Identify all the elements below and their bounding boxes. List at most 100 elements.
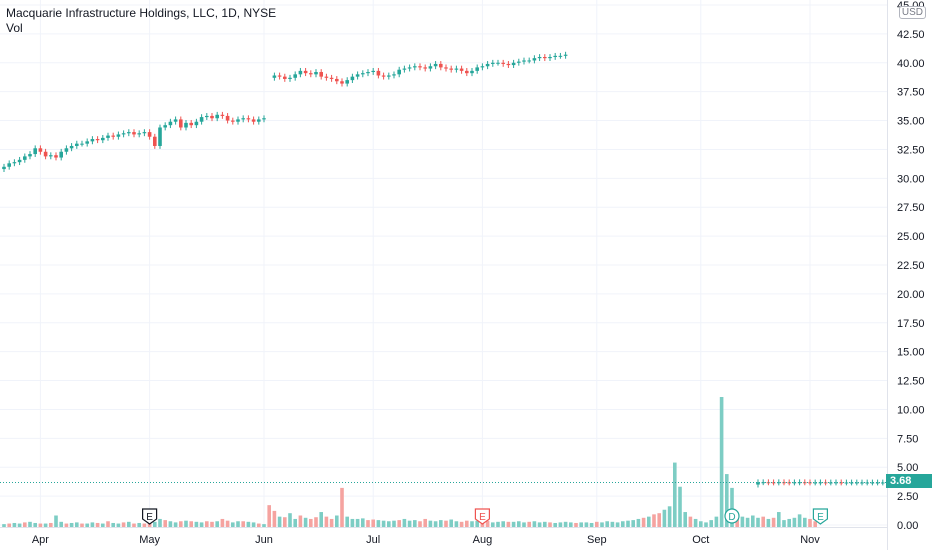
volume-bar: [397, 520, 401, 527]
candle-body: [439, 63, 443, 68]
candle-body: [168, 121, 173, 126]
candle-body: [64, 148, 69, 152]
volume-bar: [69, 522, 74, 527]
volume-bar: [137, 522, 141, 527]
volume-bar: [688, 516, 693, 527]
volume-bar: [189, 521, 193, 527]
candle-body: [381, 75, 386, 77]
earnings-marker: [812, 508, 828, 525]
event-marker-label: E: [146, 512, 153, 523]
volume-bar: [771, 517, 776, 527]
candle-body: [288, 77, 292, 79]
volume-bar: [163, 520, 167, 527]
x-tick-label: Apr: [32, 534, 49, 546]
candle-body: [54, 155, 58, 158]
candle-body: [870, 482, 875, 484]
y-tick-label: 2.50: [897, 491, 918, 503]
candle-body: [319, 72, 323, 77]
volume-bar: [7, 523, 11, 527]
volume-bar: [777, 512, 781, 527]
volume-bar: [751, 515, 755, 527]
volume-bar: [111, 522, 115, 527]
candle-body: [433, 63, 438, 67]
volume-bar: [303, 517, 308, 527]
candle-body: [257, 119, 261, 122]
x-tick-label: Oct: [692, 534, 709, 546]
y-tick-label: 10.00: [897, 404, 925, 416]
candle-body: [137, 133, 141, 135]
volume-bar: [673, 462, 677, 527]
candle-body: [205, 115, 209, 118]
candle-body: [449, 68, 453, 70]
volume-bar: [314, 517, 318, 527]
volume-bar: [33, 522, 37, 527]
candle-body: [506, 63, 511, 66]
volume-bar: [579, 522, 583, 527]
candle-body: [761, 482, 765, 484]
volume-bar: [558, 522, 563, 527]
volume-bar: [371, 519, 375, 527]
chart-legend: Macquarie Infrastructure Holdings, LLC, …: [6, 6, 276, 36]
volume-bar: [797, 514, 802, 527]
candle-body: [340, 81, 344, 84]
y-tick-label: 22.50: [897, 260, 925, 272]
volume-bar: [522, 522, 526, 527]
candle-body: [553, 55, 557, 57]
candle-body: [314, 72, 318, 75]
y-tick-label: 30.00: [897, 173, 925, 185]
candle-body: [12, 162, 17, 164]
volume-bar: [444, 520, 448, 527]
candle-body: [7, 163, 11, 167]
volume-bar: [761, 516, 765, 527]
volume-bar: [210, 521, 214, 527]
volume-bar: [413, 520, 417, 527]
volume-bar: [491, 522, 495, 527]
volume-bar: [168, 521, 173, 527]
y-tick-label: 35.00: [897, 116, 925, 128]
candle-body: [38, 148, 43, 152]
candle-body: [283, 76, 287, 79]
candle-body: [251, 119, 256, 122]
volume-bar: [709, 520, 713, 527]
volume-bar: [23, 522, 27, 527]
currency-badge[interactable]: USD: [898, 6, 926, 19]
dividend-marker: [724, 508, 740, 524]
candle-body: [33, 148, 37, 155]
candle-body: [132, 132, 136, 135]
candle-body: [324, 76, 329, 78]
volume-bar: [345, 516, 349, 527]
volume-bar: [782, 520, 786, 527]
volume-bar: [59, 521, 63, 527]
volume-bar: [459, 521, 464, 527]
candle-body: [49, 155, 53, 157]
volume-bar: [241, 521, 245, 527]
x-tick-label: Jun: [255, 534, 273, 546]
volume-bar: [49, 522, 53, 527]
volume-bar: [158, 518, 162, 527]
candle-body: [423, 67, 427, 69]
candle-body: [834, 482, 838, 484]
volume-bar: [803, 517, 807, 527]
y-tick-label: 42.50: [897, 29, 925, 41]
x-tick-label: Sep: [587, 534, 607, 546]
volume-bar: [17, 523, 22, 527]
volume-bar: [641, 517, 646, 527]
candle-body: [475, 67, 479, 71]
volume-bar: [298, 515, 303, 527]
candle-body: [855, 482, 859, 484]
volume-bar: [662, 509, 667, 527]
volume-bar: [340, 487, 344, 527]
candle-body: [501, 62, 505, 64]
volume-bar: [205, 521, 209, 527]
volume-bar: [465, 520, 469, 527]
volume-bar: [366, 520, 370, 527]
volume-bar: [678, 486, 682, 527]
candle-body: [23, 156, 27, 160]
volume-bar: [501, 521, 505, 527]
volume-bar: [813, 521, 817, 527]
volume-bar: [584, 522, 589, 527]
volume-bar: [719, 397, 724, 527]
candle-body: [418, 66, 422, 68]
volume-bar: [652, 514, 656, 527]
